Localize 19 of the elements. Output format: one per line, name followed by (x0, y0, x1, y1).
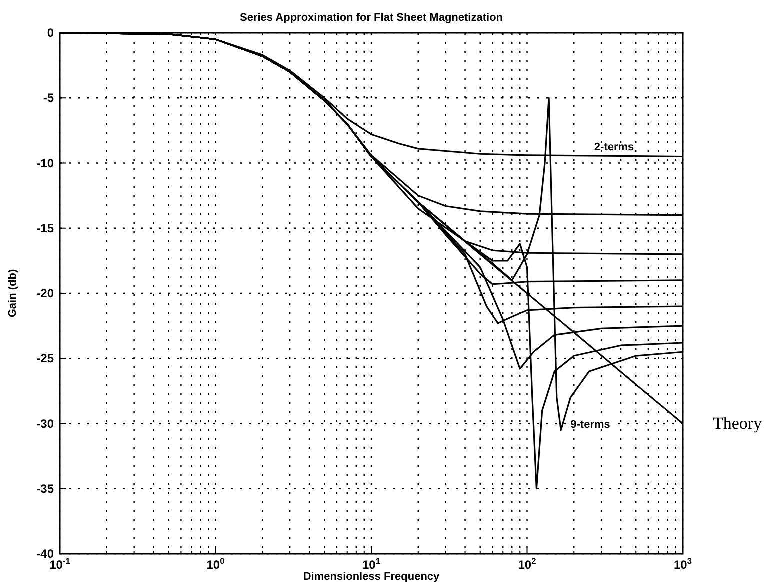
series-label: 2-terms (594, 142, 634, 154)
series-label: Theory (713, 414, 763, 433)
x-tick-label: 10$^{1}$ (362, 556, 381, 572)
y-axis-title: Gain (db) (7, 269, 19, 318)
x-tick-label: 10$^{0}$ (206, 556, 226, 572)
y-tick-label: -35 (36, 482, 54, 496)
y-tick-label: -15 (36, 221, 54, 236)
chart-title: Series Approximation for Flat Sheet Magnetization (240, 12, 504, 24)
y-tick-label: -10 (36, 156, 54, 170)
y-tick-label: -20 (36, 286, 54, 300)
y-tick-label: -25 (36, 352, 54, 366)
x-tick-label: 10$^{2}$ (518, 556, 537, 572)
y-tick-label: -5 (43, 91, 54, 106)
x-tick-label: 10$^{3}$ (674, 556, 692, 572)
series-label: 9-terms (570, 419, 610, 432)
y-tick-label: 0 (47, 26, 54, 40)
x-axis-title: Dimensionless Frequency (303, 571, 441, 582)
y-tick-label: -30 (36, 416, 54, 431)
y-tick-label: -40 (36, 547, 54, 561)
